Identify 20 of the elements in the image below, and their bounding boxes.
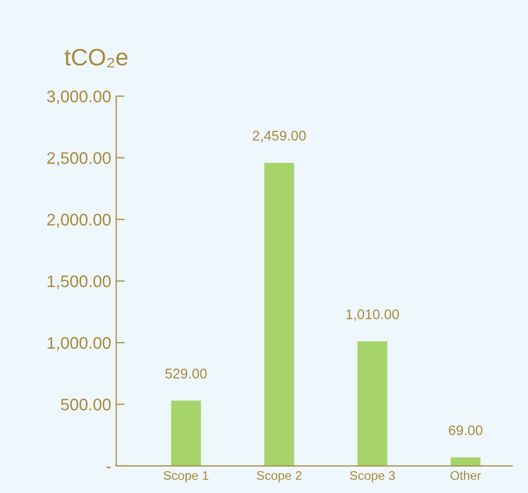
- y-tick-label: 500.00: [60, 398, 111, 410]
- y-axis-title: tCO₂e: [64, 48, 128, 68]
- x-tick-label: Other: [450, 470, 481, 480]
- y-tick-label: 2,500.00: [47, 152, 111, 166]
- data-label: 2,459.00: [252, 130, 306, 142]
- y-tick-label: 3,000.00: [47, 90, 111, 104]
- y-tick-label: 2,000.00: [47, 214, 111, 228]
- y-tick-label: 1,500.00: [48, 275, 111, 290]
- data-label: 69.00: [448, 425, 482, 436]
- x-tick-label: Scope 3: [350, 471, 395, 482]
- data-label: 1,010.00: [346, 309, 399, 321]
- bar: [171, 400, 201, 466]
- bar: [450, 457, 480, 466]
- x-tick-label: Scope 2: [256, 471, 302, 482]
- bar: [264, 162, 294, 466]
- x-tick-label: Scope 1: [164, 471, 208, 482]
- y-tick-label: -: [106, 466, 111, 468]
- data-label: 529.00: [165, 368, 207, 378]
- y-tick-label: 1,000.00: [48, 337, 111, 351]
- bar: [357, 341, 388, 466]
